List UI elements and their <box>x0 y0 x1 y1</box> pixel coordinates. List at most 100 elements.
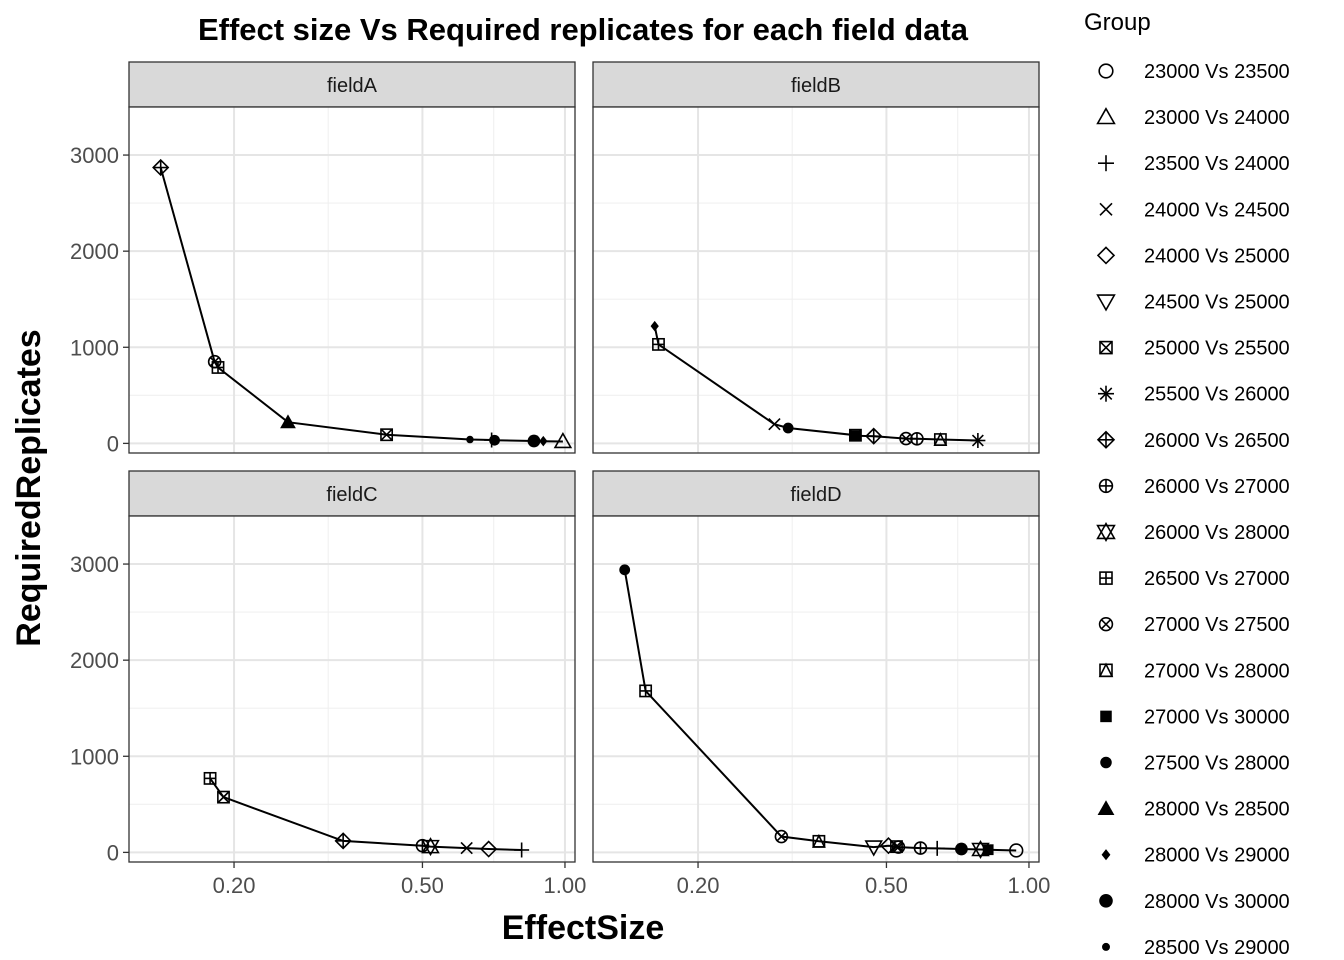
legend-key <box>1098 63 1114 79</box>
panel-border <box>128 106 576 454</box>
data-point <box>970 433 986 449</box>
plot-background <box>129 516 575 862</box>
data-point <box>929 840 945 856</box>
legend-label: 27000 Vs 30000 <box>1144 706 1290 728</box>
legend-key <box>1100 756 1112 769</box>
legend-label: 24000 Vs 25000 <box>1144 245 1290 267</box>
data-point <box>864 840 883 857</box>
data-point <box>553 431 573 449</box>
facet-panel-fieldD: fieldD 0.20 0.50 1.00 <box>592 470 1050 898</box>
chart-title: Effect size Vs Required replicates for e… <box>198 12 969 47</box>
panel-border <box>592 106 1040 454</box>
y-tick-label: 1000 <box>70 335 119 360</box>
legend-label: 27000 Vs 27500 <box>1144 614 1290 636</box>
legend-key <box>1099 340 1113 355</box>
data-point <box>652 337 665 351</box>
data-point <box>152 158 170 177</box>
legend-key <box>1096 246 1116 265</box>
legend-key <box>1099 202 1113 216</box>
data-point <box>639 684 653 698</box>
x-tick-label: 1.00 <box>544 873 587 898</box>
facet-strip <box>128 470 576 517</box>
data-point <box>865 427 883 445</box>
facet-strip-label: fieldC <box>326 484 377 506</box>
data-point <box>334 832 352 850</box>
legend-key <box>1096 107 1116 125</box>
legend-key <box>1102 942 1110 951</box>
data-point <box>774 829 789 844</box>
data-point <box>211 361 225 374</box>
data-point <box>480 840 498 858</box>
legend-label: 28000 Vs 30000 <box>1144 891 1290 913</box>
data-point <box>380 428 394 442</box>
legend-label: 28000 Vs 28500 <box>1144 799 1290 821</box>
data-point <box>955 842 968 856</box>
data-point <box>203 771 217 785</box>
legend-label: 27000 Vs 28000 <box>1144 660 1290 682</box>
legend-key <box>1101 849 1111 861</box>
panel-border <box>592 515 1040 863</box>
plot-background <box>593 516 1039 862</box>
data-point <box>910 431 924 446</box>
legend-item: 28000 Vs 29000 <box>1101 845 1290 867</box>
legend-item: 25000 Vs 25500 <box>1099 338 1290 360</box>
legend-label: 27500 Vs 28000 <box>1144 753 1290 775</box>
legend-item: 24500 Vs 25000 <box>1096 292 1290 314</box>
legend-item: 28000 Vs 28500 <box>1097 799 1290 821</box>
data-point <box>421 837 440 857</box>
legend-item: 23500 Vs 24000 <box>1098 153 1290 175</box>
data-point <box>619 564 631 576</box>
data-point <box>650 320 659 332</box>
facet-panel-fieldC: fieldC 0 1000 2000 3000 0.20 0.50 1.00 <box>70 470 587 898</box>
facet-strip <box>592 470 1040 517</box>
legend-label: 26000 Vs 27000 <box>1144 476 1290 498</box>
facet-strip-label: fieldA <box>327 75 378 97</box>
legend-key <box>1098 155 1114 172</box>
data-point <box>913 841 928 855</box>
legend-label: 25500 Vs 26000 <box>1144 384 1290 406</box>
legend-key <box>1099 894 1113 908</box>
legend-key <box>1096 521 1116 543</box>
legend-key <box>1099 571 1113 585</box>
facet-strip-label: fieldD <box>790 484 841 506</box>
data-point <box>489 434 500 446</box>
legend-label: 25000 Vs 25500 <box>1144 338 1290 360</box>
legend-key <box>1100 710 1112 723</box>
data-point <box>933 432 948 446</box>
plot-background <box>593 107 1039 453</box>
legend-item: 27000 Vs 27500 <box>1098 614 1290 636</box>
y-axis-title: RequiredReplicates <box>10 329 48 646</box>
y-tick-label: 0 <box>107 840 119 865</box>
data-point <box>850 430 861 442</box>
facet-strip <box>592 61 1040 108</box>
facet-strip <box>128 61 576 108</box>
data-point <box>811 833 826 848</box>
x-tick-label: 0.20 <box>213 873 256 898</box>
data-point <box>280 414 296 429</box>
legend-key <box>1098 616 1114 632</box>
legend-label: 24000 Vs 24500 <box>1144 199 1290 221</box>
legend-label: 26000 Vs 28000 <box>1144 522 1290 544</box>
legend-title: Group <box>1084 9 1151 36</box>
y-tick-label: 3000 <box>70 143 119 168</box>
legend-label: 23000 Vs 23500 <box>1144 61 1290 83</box>
data-point <box>768 417 781 431</box>
data-point <box>514 842 530 858</box>
legend-item: 27000 Vs 30000 <box>1100 706 1290 728</box>
y-tick-label: 2000 <box>70 648 119 673</box>
legend-label: 24500 Vs 25000 <box>1144 292 1290 314</box>
legend-key <box>1097 800 1115 815</box>
facet-panel-fieldA: fieldA 0 1000 2000 3000 <box>70 61 576 456</box>
data-point <box>217 790 230 804</box>
data-point <box>539 435 548 447</box>
y-tick-label: 3000 <box>70 552 119 577</box>
legend-key <box>1098 385 1114 402</box>
data-point <box>782 422 794 434</box>
legend-label: 26000 Vs 26500 <box>1144 430 1290 452</box>
legend-label: 26500 Vs 27000 <box>1144 568 1290 590</box>
legend-key <box>1096 294 1116 312</box>
legend-item: 26000 Vs 28000 <box>1096 521 1290 544</box>
legend-label: 23500 Vs 24000 <box>1144 153 1290 175</box>
legend-item: 23000 Vs 24000 <box>1096 107 1290 129</box>
